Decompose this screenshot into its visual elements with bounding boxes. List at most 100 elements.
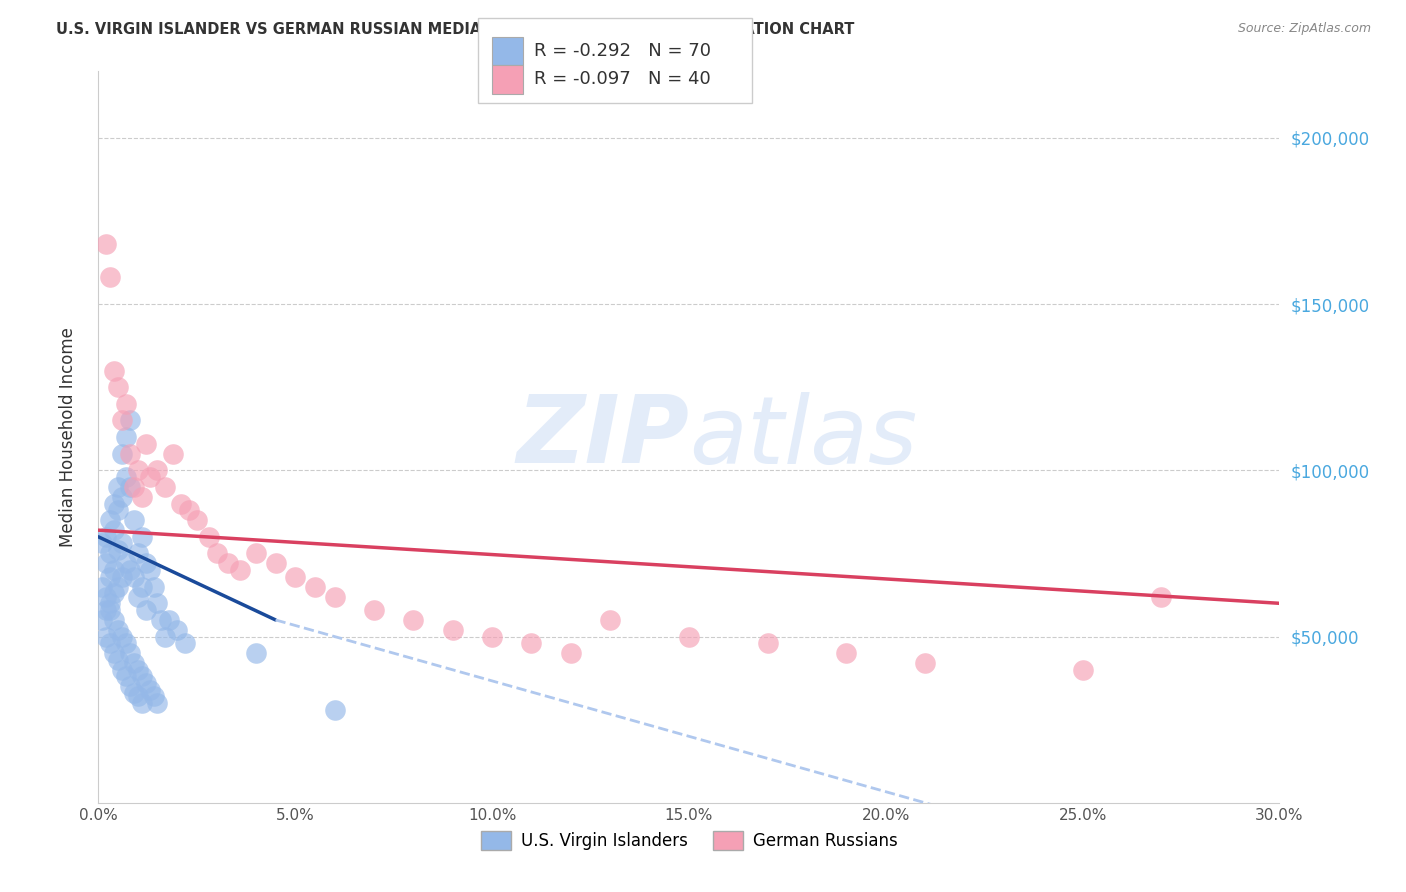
Point [91, 613, 114, 627]
Point [122, 570, 145, 584]
Point [96, 237, 118, 252]
Point [157, 613, 180, 627]
Point [245, 546, 267, 560]
Point [107, 480, 129, 494]
Point [135, 557, 157, 571]
Point [135, 676, 157, 690]
Point [146, 696, 169, 710]
Point [131, 696, 153, 710]
Point [135, 436, 157, 450]
Point [115, 669, 138, 683]
Point [155, 480, 177, 494]
Point [174, 636, 197, 650]
Point [98, 570, 121, 584]
Point [146, 463, 169, 477]
Legend: U.S. Virgin Islanders, German Russians: U.S. Virgin Islanders, German Russians [474, 824, 904, 856]
Point [122, 656, 145, 670]
Point [131, 580, 153, 594]
Point [162, 447, 184, 461]
Point [264, 557, 287, 571]
Point [1071, 663, 1094, 677]
Text: R = -0.292   N = 70: R = -0.292 N = 70 [534, 42, 711, 60]
Point [127, 546, 149, 560]
Point [138, 682, 160, 697]
Point [118, 680, 141, 694]
Point [118, 447, 141, 461]
Point [142, 580, 165, 594]
Point [96, 630, 118, 644]
Point [229, 563, 252, 577]
Point [98, 546, 121, 560]
Point [599, 613, 621, 627]
Point [103, 563, 125, 577]
Point [98, 513, 121, 527]
Point [111, 413, 134, 427]
Point [103, 363, 125, 377]
Point [96, 603, 118, 617]
Text: R = -0.097   N = 40: R = -0.097 N = 40 [534, 70, 711, 88]
Point [323, 590, 346, 604]
Point [111, 570, 134, 584]
Point [756, 636, 779, 650]
Point [146, 596, 169, 610]
Text: ZIP: ZIP [516, 391, 689, 483]
Point [1150, 590, 1173, 604]
Point [107, 503, 129, 517]
Point [166, 623, 188, 637]
Point [111, 490, 134, 504]
Point [107, 543, 129, 558]
Point [111, 447, 134, 461]
Point [107, 653, 129, 667]
Point [127, 590, 149, 604]
Point [304, 580, 326, 594]
Point [131, 490, 153, 504]
Point [115, 397, 138, 411]
Point [111, 630, 134, 644]
Point [96, 590, 118, 604]
Point [115, 470, 138, 484]
Point [98, 596, 121, 610]
Point [441, 623, 464, 637]
Point [217, 557, 239, 571]
Point [103, 497, 125, 511]
Text: atlas: atlas [689, 392, 917, 483]
Point [103, 586, 125, 600]
Point [835, 646, 858, 660]
Point [91, 580, 114, 594]
Point [115, 557, 138, 571]
Text: Source: ZipAtlas.com: Source: ZipAtlas.com [1237, 22, 1371, 36]
Point [363, 603, 385, 617]
Point [115, 430, 138, 444]
Point [323, 703, 346, 717]
Point [103, 646, 125, 660]
Point [127, 690, 149, 704]
Point [177, 503, 200, 517]
Point [96, 530, 118, 544]
Point [155, 630, 177, 644]
Point [131, 530, 153, 544]
Point [138, 470, 160, 484]
Point [118, 480, 141, 494]
Point [481, 630, 503, 644]
Point [197, 530, 219, 544]
Point [91, 536, 114, 550]
Point [138, 563, 160, 577]
Point [520, 636, 543, 650]
Point [98, 603, 121, 617]
Point [127, 463, 149, 477]
Text: U.S. VIRGIN ISLANDER VS GERMAN RUSSIAN MEDIAN HOUSEHOLD INCOME CORRELATION CHART: U.S. VIRGIN ISLANDER VS GERMAN RUSSIAN M… [56, 22, 855, 37]
Point [118, 413, 141, 427]
Point [245, 646, 267, 660]
Point [111, 663, 134, 677]
Point [170, 497, 193, 511]
Point [678, 630, 700, 644]
Point [115, 636, 138, 650]
Point [142, 690, 165, 704]
Point [118, 646, 141, 660]
Point [186, 513, 208, 527]
Point [205, 546, 228, 560]
Point [122, 513, 145, 527]
Point [118, 563, 141, 577]
Point [103, 523, 125, 537]
Point [131, 669, 153, 683]
